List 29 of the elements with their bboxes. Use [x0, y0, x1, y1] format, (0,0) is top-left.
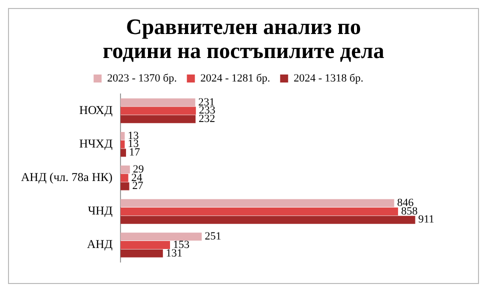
- bar: [120, 249, 163, 258]
- y-tick-label: АНД: [87, 237, 113, 252]
- y-tick-label: НЧХД: [79, 136, 113, 150]
- data-label: 27: [132, 180, 144, 192]
- chart-title: Сравнителен анализ по години на постъпилите дела: [102, 14, 386, 63]
- bar: [120, 232, 202, 241]
- bar: [120, 182, 130, 190]
- bar: [120, 115, 196, 124]
- data-label: 232: [198, 113, 216, 126]
- bar: [120, 241, 170, 250]
- data-label: 858: [401, 205, 418, 218]
- bar: [120, 174, 128, 182]
- data-label: 911: [418, 214, 434, 226]
- bar: [120, 148, 126, 157]
- bar: [120, 207, 398, 216]
- data-label: 251: [204, 230, 222, 243]
- bar: [120, 216, 416, 224]
- data-label: 131: [166, 247, 182, 260]
- bar: [120, 106, 196, 115]
- bar: [120, 98, 196, 106]
- legend-label: 2024 - 1318 бр.: [294, 72, 364, 84]
- bar: [120, 199, 394, 208]
- legend-label: 2023 - 1370 бр.: [107, 72, 178, 84]
- y-tick-label: АНД (чл. 78а НК): [21, 170, 113, 184]
- legend-label: 2024 - 1281 бр.: [200, 72, 270, 84]
- y-tick-label: ЧНД: [88, 204, 113, 218]
- data-label: 17: [129, 146, 141, 159]
- y-tick-label: НОХД: [79, 102, 113, 117]
- bar: [120, 166, 130, 174]
